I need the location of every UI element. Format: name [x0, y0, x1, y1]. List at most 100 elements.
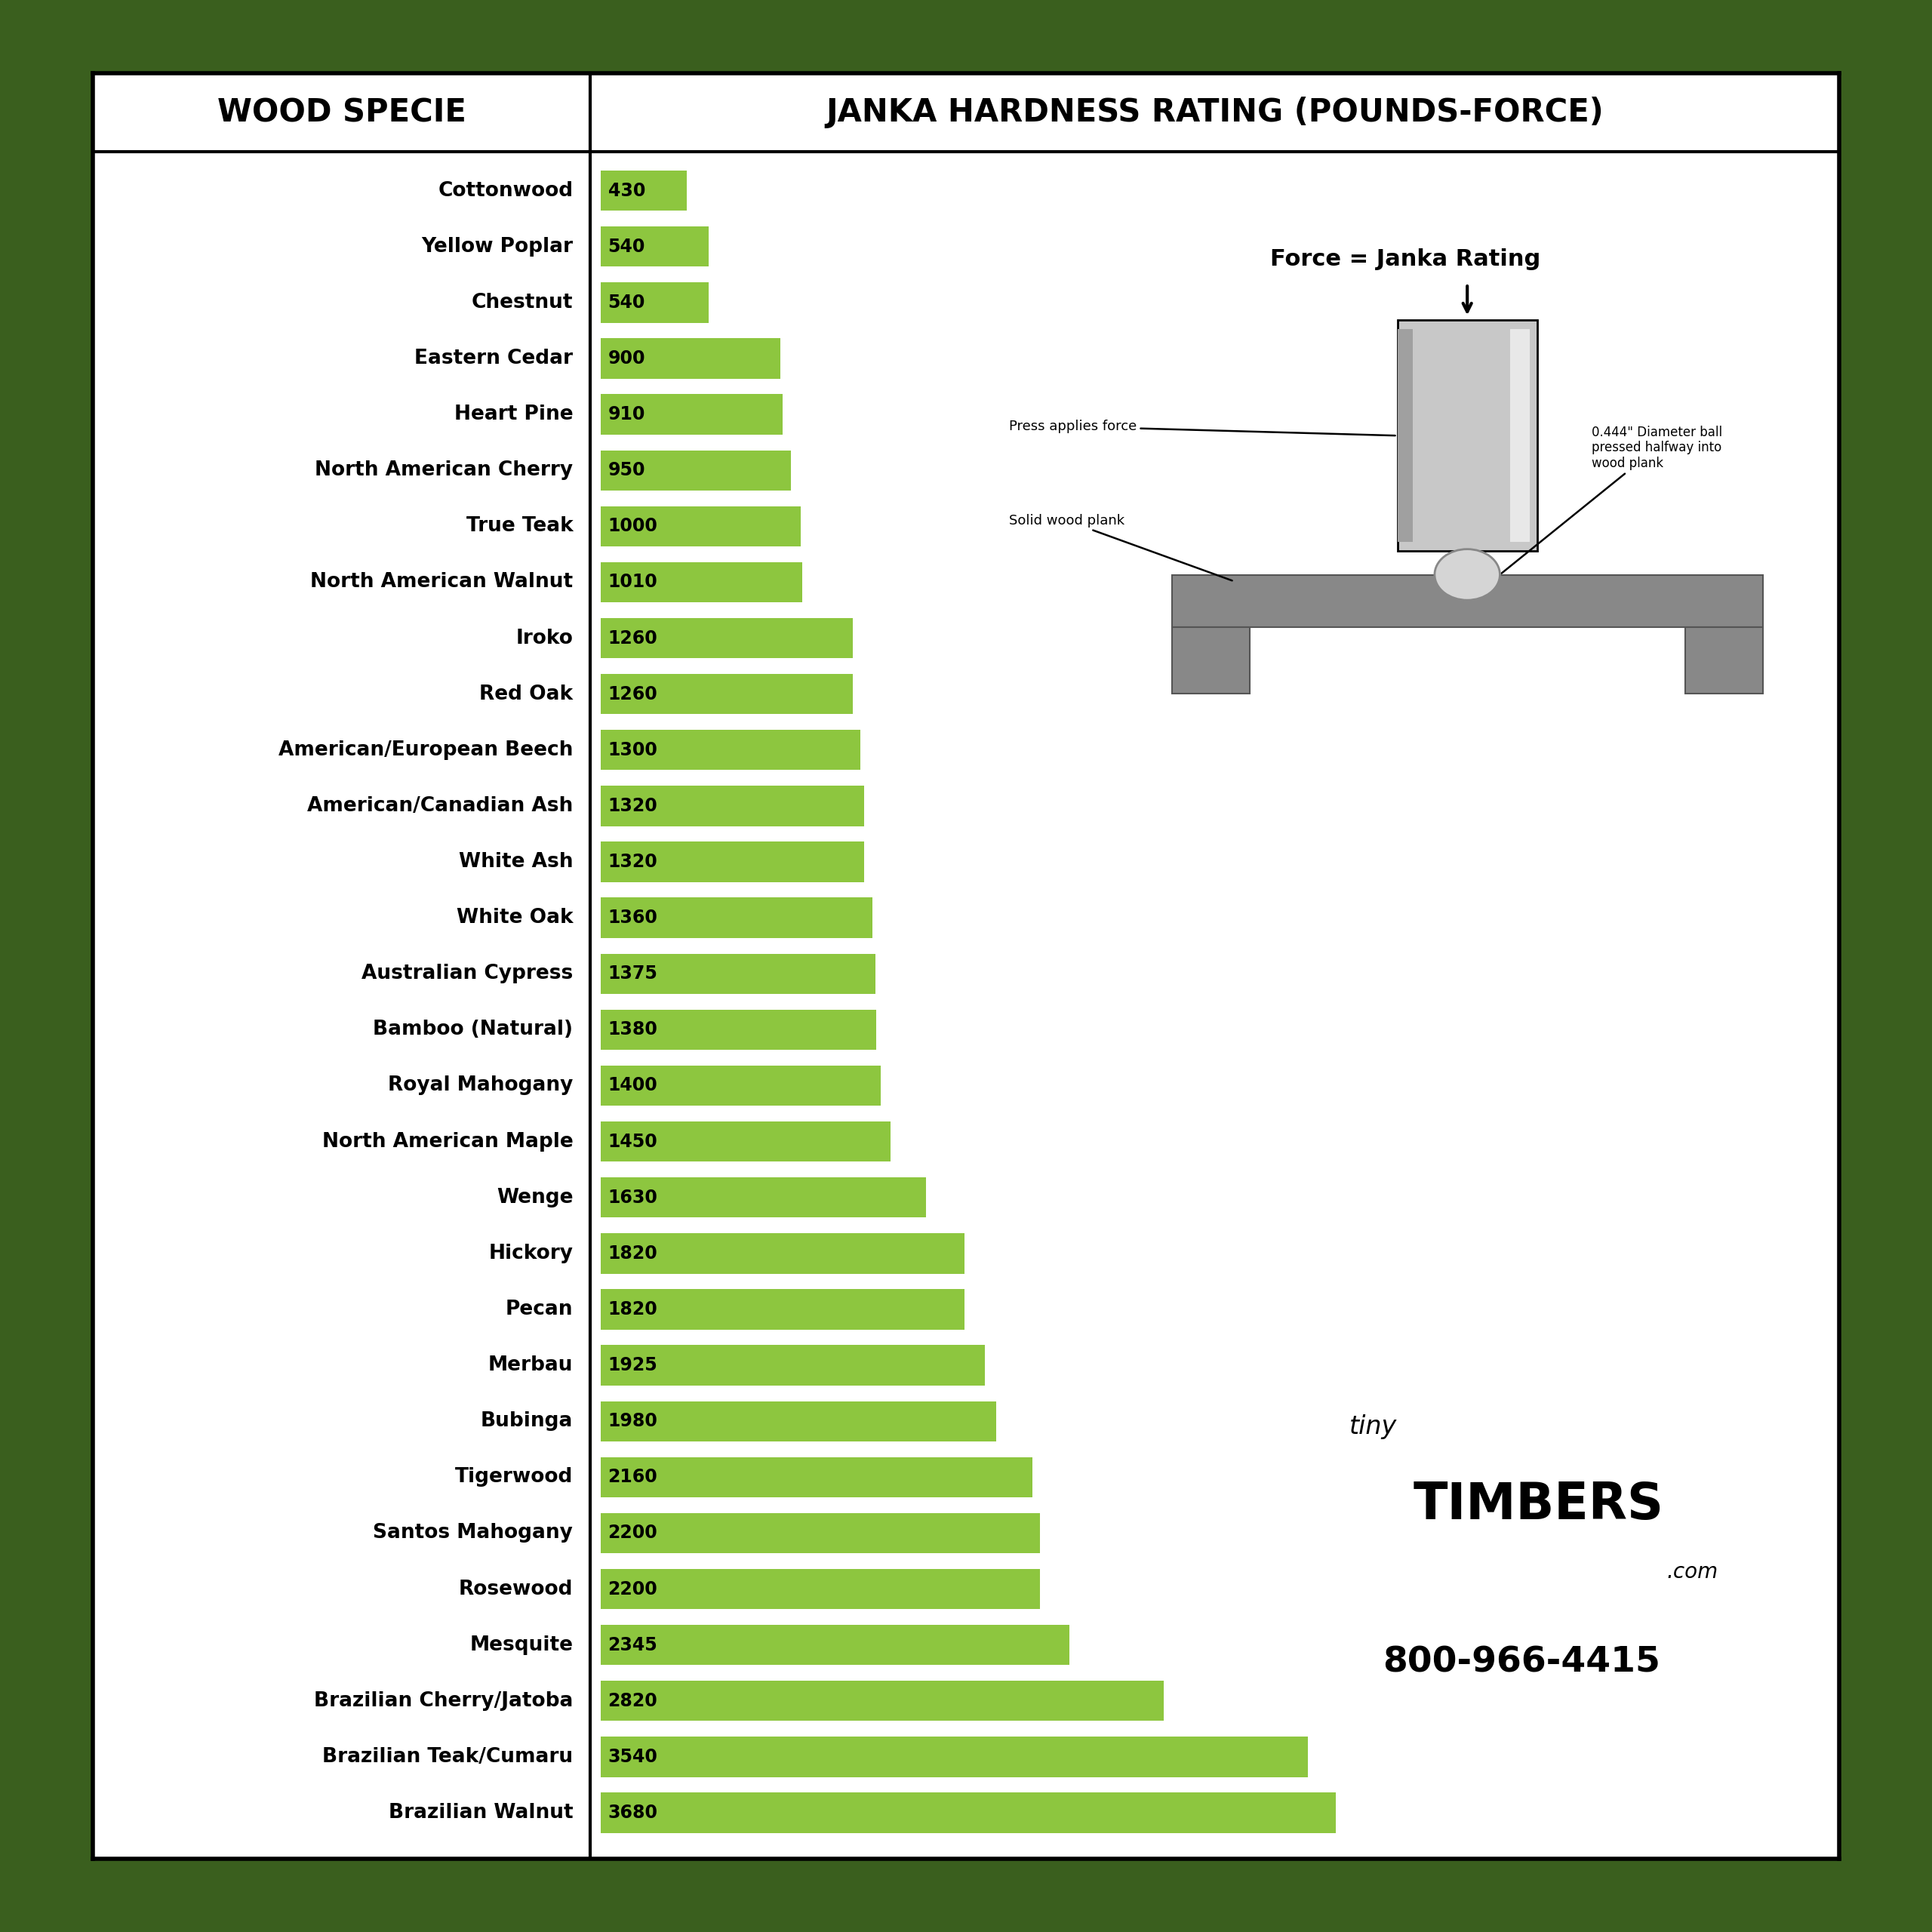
- Text: 1010: 1010: [609, 574, 657, 591]
- Text: 800-966-4415: 800-966-4415: [1383, 1646, 1662, 1679]
- Bar: [601, 1121, 891, 1161]
- Bar: [601, 394, 782, 435]
- Circle shape: [1435, 549, 1499, 601]
- Text: Royal Mahogany: Royal Mahogany: [388, 1076, 574, 1095]
- Text: Red Oak: Red Oak: [479, 684, 574, 703]
- Bar: [1511, 330, 1530, 541]
- Text: Australian Cypress: Australian Cypress: [361, 964, 574, 983]
- Bar: [601, 1569, 1039, 1609]
- Text: Mesquite: Mesquite: [469, 1634, 574, 1656]
- Text: 950: 950: [609, 462, 645, 479]
- Text: 540: 540: [609, 294, 645, 311]
- Text: TIMBERS: TIMBERS: [1412, 1480, 1663, 1530]
- Bar: [1173, 576, 1762, 626]
- Text: 1925: 1925: [609, 1356, 657, 1374]
- Text: Tigerwood: Tigerwood: [456, 1466, 574, 1488]
- Text: 1360: 1360: [609, 908, 657, 927]
- Text: 2345: 2345: [609, 1636, 657, 1654]
- Text: Heart Pine: Heart Pine: [454, 404, 574, 425]
- Bar: [601, 1289, 964, 1329]
- Text: 1380: 1380: [609, 1020, 657, 1039]
- Text: Force = Janka Rating: Force = Janka Rating: [1269, 249, 1540, 270]
- Text: North American Walnut: North American Walnut: [311, 572, 574, 591]
- Bar: [601, 1793, 1335, 1833]
- Text: 2200: 2200: [609, 1524, 657, 1542]
- Bar: [601, 730, 860, 771]
- Bar: [601, 1401, 997, 1441]
- Bar: [601, 618, 852, 659]
- Text: 1820: 1820: [609, 1244, 657, 1262]
- Text: Iroko: Iroko: [516, 628, 574, 647]
- Text: Solid wood plank: Solid wood plank: [1009, 514, 1233, 582]
- Text: North American Cherry: North American Cherry: [315, 460, 574, 481]
- Bar: [601, 954, 875, 993]
- Text: 3680: 3680: [609, 1804, 657, 1822]
- Bar: [601, 1681, 1163, 1721]
- Bar: [601, 170, 686, 211]
- Text: 2820: 2820: [609, 1692, 657, 1710]
- Bar: [601, 786, 864, 827]
- Text: Yellow Poplar: Yellow Poplar: [421, 238, 574, 257]
- Bar: [601, 562, 802, 603]
- Bar: [601, 1010, 877, 1049]
- Text: Merbau: Merbau: [489, 1356, 574, 1376]
- Text: Chestnut: Chestnut: [471, 294, 574, 313]
- Text: 1260: 1260: [609, 630, 657, 647]
- Bar: [601, 674, 852, 715]
- Bar: [601, 842, 864, 883]
- Text: American/Canadian Ash: American/Canadian Ash: [307, 796, 574, 815]
- Bar: [601, 898, 873, 937]
- Bar: [601, 1457, 1032, 1497]
- Bar: [601, 1177, 925, 1217]
- Text: Santos Mahogany: Santos Mahogany: [373, 1522, 574, 1544]
- FancyBboxPatch shape: [1397, 321, 1538, 551]
- Text: .com: .com: [1667, 1561, 1718, 1582]
- Text: Rosewood: Rosewood: [458, 1578, 574, 1600]
- Text: Bubinga: Bubinga: [481, 1412, 574, 1432]
- Text: 1450: 1450: [609, 1132, 657, 1151]
- Bar: [601, 338, 781, 379]
- Bar: [601, 1737, 1308, 1777]
- Text: 1400: 1400: [609, 1076, 657, 1095]
- Bar: [601, 226, 709, 267]
- Text: Brazilian Walnut: Brazilian Walnut: [388, 1803, 574, 1822]
- Bar: [1397, 330, 1412, 541]
- Bar: [601, 1625, 1068, 1665]
- Text: 3540: 3540: [609, 1748, 657, 1766]
- Text: 0.444" Diameter ball
pressed halfway into
wood plank: 0.444" Diameter ball pressed halfway int…: [1501, 425, 1721, 574]
- Text: True Teak: True Teak: [466, 516, 574, 535]
- Text: 1320: 1320: [609, 796, 657, 815]
- Bar: [1173, 626, 1250, 694]
- Text: 2200: 2200: [609, 1580, 657, 1598]
- Text: 2160: 2160: [609, 1468, 657, 1486]
- Bar: [601, 1233, 964, 1273]
- Text: 1375: 1375: [609, 964, 657, 983]
- Text: White Oak: White Oak: [456, 908, 574, 927]
- Text: 1980: 1980: [609, 1412, 657, 1430]
- Text: 910: 910: [609, 406, 645, 423]
- Text: 1630: 1630: [609, 1188, 657, 1206]
- Text: Hickory: Hickory: [489, 1244, 574, 1264]
- Text: 900: 900: [609, 350, 645, 367]
- Text: 1000: 1000: [609, 518, 657, 535]
- Text: Press applies force: Press applies force: [1009, 419, 1395, 435]
- Text: 430: 430: [609, 182, 645, 199]
- Bar: [1685, 626, 1762, 694]
- Text: American/European Beech: American/European Beech: [278, 740, 574, 759]
- Bar: [601, 1065, 881, 1105]
- Bar: [601, 1345, 985, 1385]
- Text: 1260: 1260: [609, 686, 657, 703]
- Text: tiny: tiny: [1349, 1414, 1397, 1439]
- Text: WOOD SPECIE: WOOD SPECIE: [216, 97, 466, 129]
- Text: 540: 540: [609, 238, 645, 255]
- Text: Bamboo (Natural): Bamboo (Natural): [373, 1020, 574, 1039]
- Text: North American Maple: North American Maple: [323, 1132, 574, 1151]
- Text: Wenge: Wenge: [497, 1188, 574, 1208]
- Text: Brazilian Teak/Cumaru: Brazilian Teak/Cumaru: [323, 1747, 574, 1766]
- Text: White Ash: White Ash: [458, 852, 574, 871]
- Text: Pecan: Pecan: [506, 1300, 574, 1320]
- Text: JANKA HARDNESS RATING (POUNDS-FORCE): JANKA HARDNESS RATING (POUNDS-FORCE): [827, 97, 1604, 129]
- Bar: [601, 506, 800, 547]
- Text: 1300: 1300: [609, 742, 657, 759]
- Text: Cottonwood: Cottonwood: [439, 182, 574, 201]
